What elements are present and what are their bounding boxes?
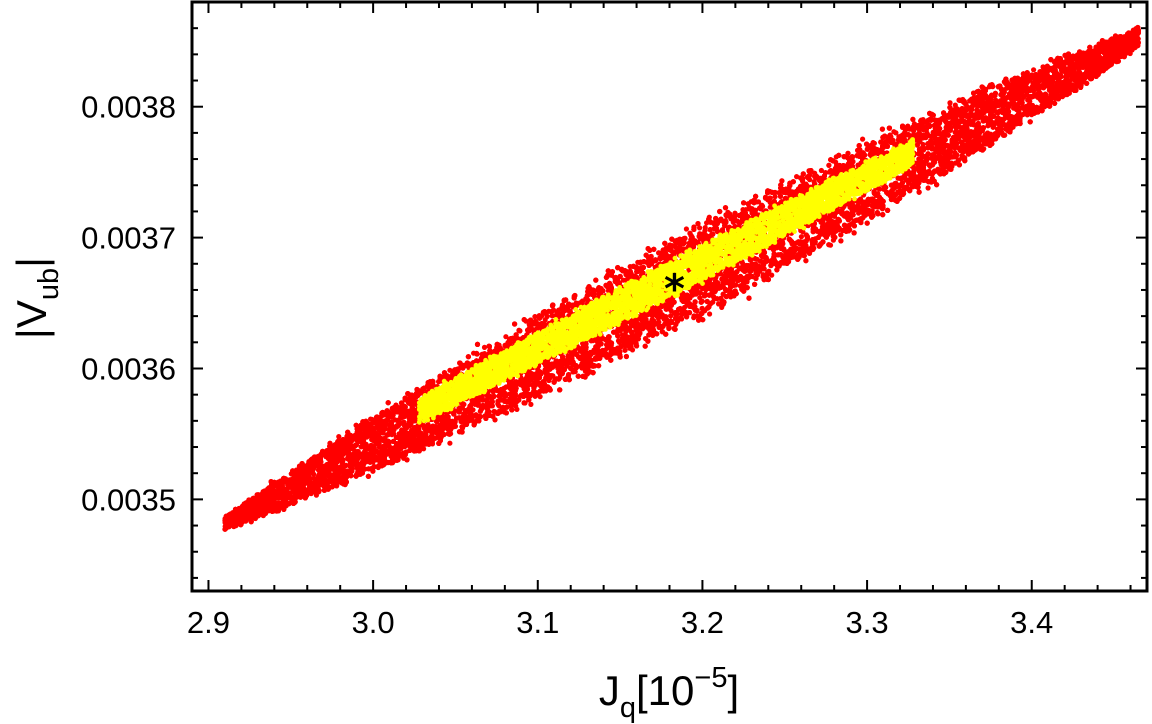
scatter-points	[222, 24, 1141, 532]
data-point	[702, 228, 708, 234]
data-point	[1031, 67, 1037, 73]
data-point	[769, 272, 775, 278]
data-point	[818, 167, 825, 174]
data-point	[707, 311, 713, 317]
data-point	[503, 334, 509, 340]
data-point	[798, 234, 805, 240]
data-point	[860, 136, 866, 142]
data-point	[629, 347, 636, 353]
data-point	[481, 344, 488, 350]
data-point	[528, 401, 534, 407]
data-point	[336, 434, 342, 440]
data-point	[925, 185, 931, 191]
data-point	[683, 226, 690, 232]
data-point	[794, 174, 800, 180]
data-point	[767, 204, 773, 210]
data-point	[697, 225, 703, 231]
data-point	[447, 440, 453, 446]
data-point	[772, 194, 778, 200]
